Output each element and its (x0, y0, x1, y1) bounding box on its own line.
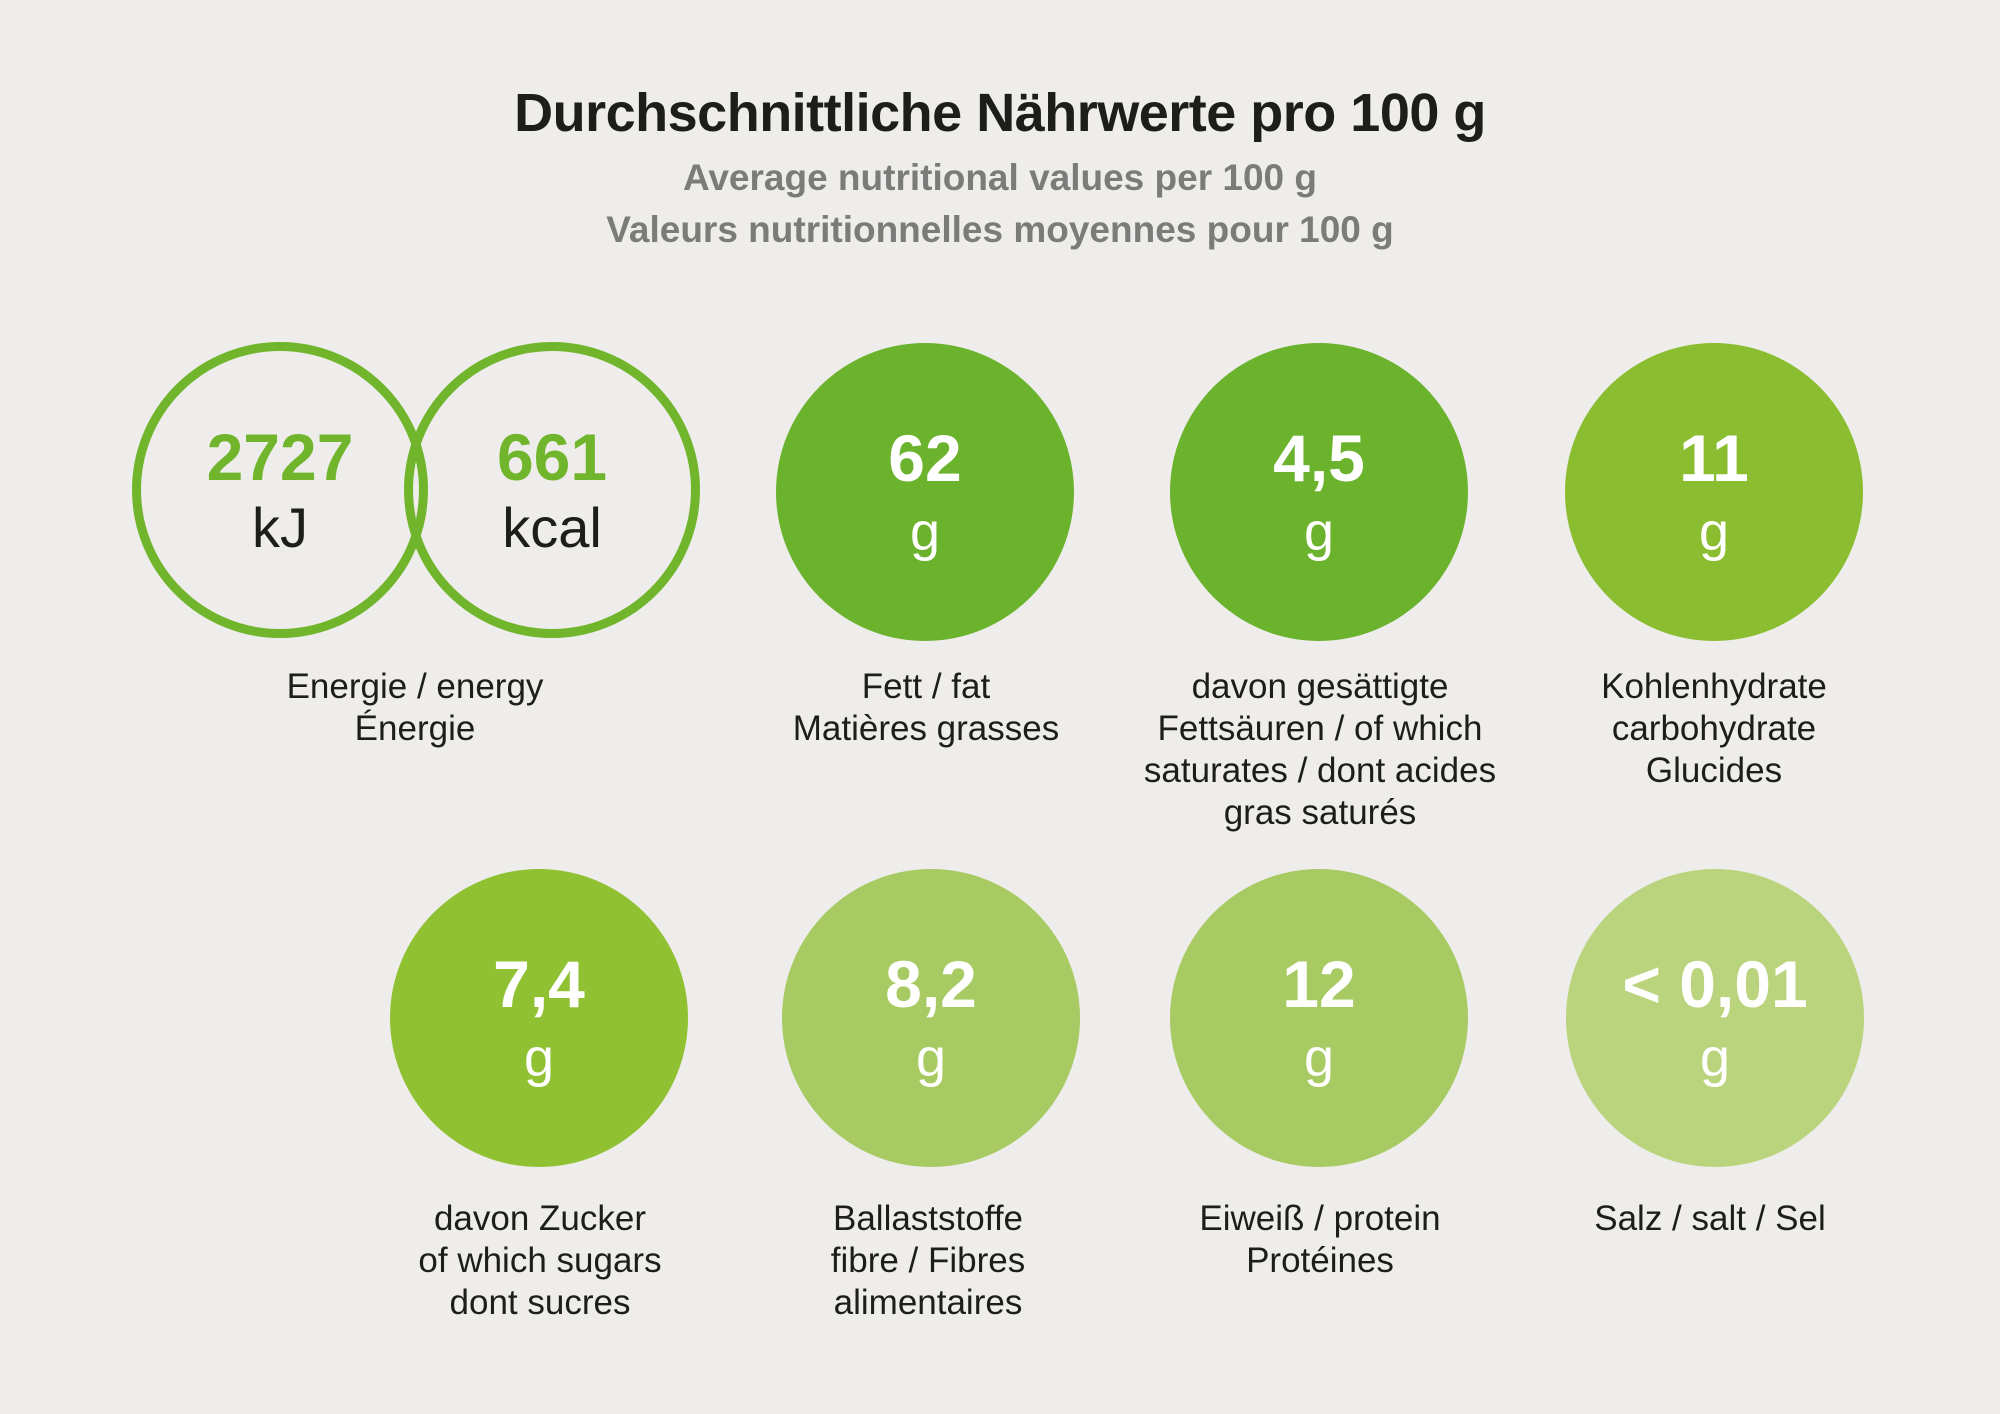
energy-kj-circle: 2727 kJ (132, 342, 428, 638)
saturates-label: davon gesättigte Fettsäuren / of which s… (1090, 666, 1550, 834)
carbohydrate-unit: g (1698, 502, 1730, 562)
energy-kcal-value: 661 (496, 420, 608, 494)
fat-unit: g (909, 502, 941, 562)
fibre-circle: 8,2 g (782, 869, 1080, 1167)
sugars-circle: 7,4 g (390, 869, 688, 1167)
fat-label-line: Fett / fat (861, 667, 991, 706)
fibre-unit: g (915, 1028, 947, 1088)
sugars-label: davon Zucker of which sugars dont sucres (310, 1198, 770, 1324)
fibre-label-line: Ballaststoffe (832, 1199, 1024, 1238)
saturates-label-line: Fettsäuren / of which (1157, 709, 1483, 748)
carbohydrate-label-line: carbohydrate (1611, 709, 1817, 748)
saturates-label-line: davon gesättigte (1191, 667, 1449, 706)
energy-label-line: Énergie (354, 709, 476, 748)
saturates-value: 4,5 (1273, 421, 1365, 495)
salt-unit: g (1699, 1028, 1731, 1088)
subtitle-french: Valeurs nutritionnelles moyennes pour 10… (606, 209, 1394, 250)
salt-circle: < 0,01 g (1566, 869, 1864, 1167)
carbohydrate-label-line: Glucides (1645, 751, 1783, 790)
fat-label-line: Matières grasses (792, 709, 1060, 748)
carbohydrate-circle: 11 g (1565, 343, 1863, 641)
sugars-label-line: dont sucres (449, 1283, 631, 1322)
carbohydrate-value: 11 (1679, 421, 1749, 495)
energy-kj-value: 2727 (206, 420, 354, 494)
carbohydrate-label-line: Kohlenhydrate (1601, 667, 1827, 706)
fibre-value: 8,2 (885, 947, 977, 1021)
sugars-label-line: of which sugars (418, 1241, 662, 1280)
fibre-label-line: alimentaires (833, 1283, 1023, 1322)
sugars-label-line: davon Zucker (433, 1199, 647, 1238)
energy-kcal-circle: 661 kcal (404, 342, 700, 638)
sugars-unit: g (523, 1028, 555, 1088)
protein-value: 12 (1282, 947, 1356, 1021)
energy-kj-unit: kJ (252, 496, 308, 559)
subtitle-english: Average nutritional values per 100 g (682, 157, 1318, 198)
fat-value: 62 (888, 421, 962, 495)
energy-kcal-unit: kcal (502, 496, 602, 559)
protein-label-line: Protéines (1246, 1241, 1394, 1280)
fat-circle: 62 g (776, 343, 1074, 641)
protein-unit: g (1303, 1028, 1335, 1088)
fat-label: Fett / fat Matières grasses (696, 666, 1156, 750)
salt-label-line: Salz / salt / Sel (1594, 1199, 1826, 1238)
carbohydrate-label: Kohlenhydrate carbohydrate Glucides (1484, 666, 1944, 792)
protein-circle: 12 g (1170, 869, 1468, 1167)
saturates-circle: 4,5 g (1170, 343, 1468, 641)
protein-label-line: Eiweiß / protein (1199, 1199, 1441, 1238)
energy-label-line: Energie / energy (286, 667, 544, 706)
saturates-unit: g (1303, 502, 1335, 562)
page-title: Durchschnittliche Nährwerte pro 100 g (514, 83, 1486, 143)
protein-label: Eiweiß / protein Protéines (1090, 1198, 1550, 1282)
fibre-label: Ballaststoffe fibre / Fibres alimentaire… (698, 1198, 1158, 1324)
energy-label: Energie / energy Énergie (185, 666, 645, 750)
sugars-value: 7,4 (493, 947, 585, 1021)
saturates-label-line: gras saturés (1223, 793, 1417, 832)
salt-label: Salz / salt / Sel (1480, 1198, 1940, 1240)
fibre-label-line: fibre / Fibres (830, 1241, 1026, 1280)
salt-value: < 0,01 (1622, 947, 1808, 1021)
saturates-label-line: saturates / dont acides (1143, 751, 1497, 790)
